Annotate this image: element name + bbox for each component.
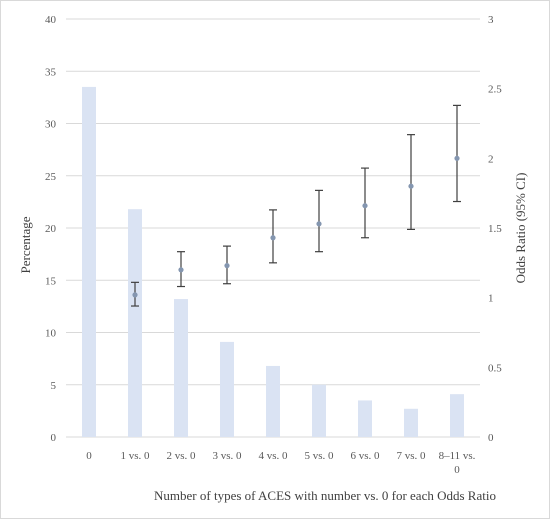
y-tick-label: 35 [45,66,57,78]
odds-ratio-point [224,263,230,269]
x-tick-label: 8–11 vs. [439,450,476,462]
x-tick-label: 2 vs. 0 [166,450,196,462]
x-tick-label: 3 vs. 0 [212,450,242,462]
y2-tick-label: 2 [488,153,494,165]
bar [404,408,418,437]
odds-ratio-point [408,183,414,189]
right-axis-ticks: 0 0.5 1 1.5 2 2.5 3 [488,14,502,444]
left-axis-ticks: 0 5 10 15 20 25 30 35 40 [45,14,57,444]
y2-tick-label: 2.5 [488,84,502,96]
bar [82,86,96,438]
bar [174,299,188,437]
y2-axis-title: Odds Ratio (95% CI) [513,173,528,284]
y-tick-label: 20 [45,223,57,235]
y-tick-label: 15 [45,275,57,287]
y-tick-label: 25 [45,171,57,183]
y-tick-label: 10 [45,328,57,340]
odds-ratio-point [454,155,460,161]
odds-ratio-point [362,203,368,209]
y2-tick-label: 0.5 [488,362,502,374]
x-tick-label: 7 vs. 0 [396,450,426,462]
y-tick-label: 5 [51,380,57,392]
x-tick-label: 1 vs. 0 [120,450,150,462]
x-tick-label: 4 vs. 0 [258,450,288,462]
y-axis-title: Percentage [18,216,33,273]
y-tick-label: 0 [51,432,57,444]
odds-ratio-point [316,221,322,227]
odds-ratio-series [131,104,461,307]
x-tick-label: 6 vs. 0 [350,450,380,462]
x-tick-label: 0 [86,450,92,462]
odds-ratio-point [178,267,184,273]
odds-ratio-point [132,292,138,298]
bar [312,384,326,437]
x-tick-label: 0 [454,464,460,476]
bar [220,341,234,437]
odds-ratio-point [270,235,276,241]
bar [358,400,372,437]
y2-tick-label: 1 [488,293,494,305]
x-axis-title: Number of types of ACES with number vs. … [154,488,496,503]
y2-tick-label: 3 [488,14,494,26]
bar [266,365,280,437]
bar [450,394,464,437]
x-axis-ticks: 0 1 vs. 0 2 vs. 0 3 vs. 0 4 vs. 0 5 vs. 0 6 vs… [86,450,475,476]
bar-series [82,86,464,438]
x-tick-label: 5 vs. 0 [304,450,334,462]
y-tick-label: 30 [45,119,57,131]
y2-tick-label: 0 [488,432,494,444]
y2-tick-label: 1.5 [488,223,502,235]
bar [128,209,142,437]
y-tick-label: 40 [45,14,57,26]
